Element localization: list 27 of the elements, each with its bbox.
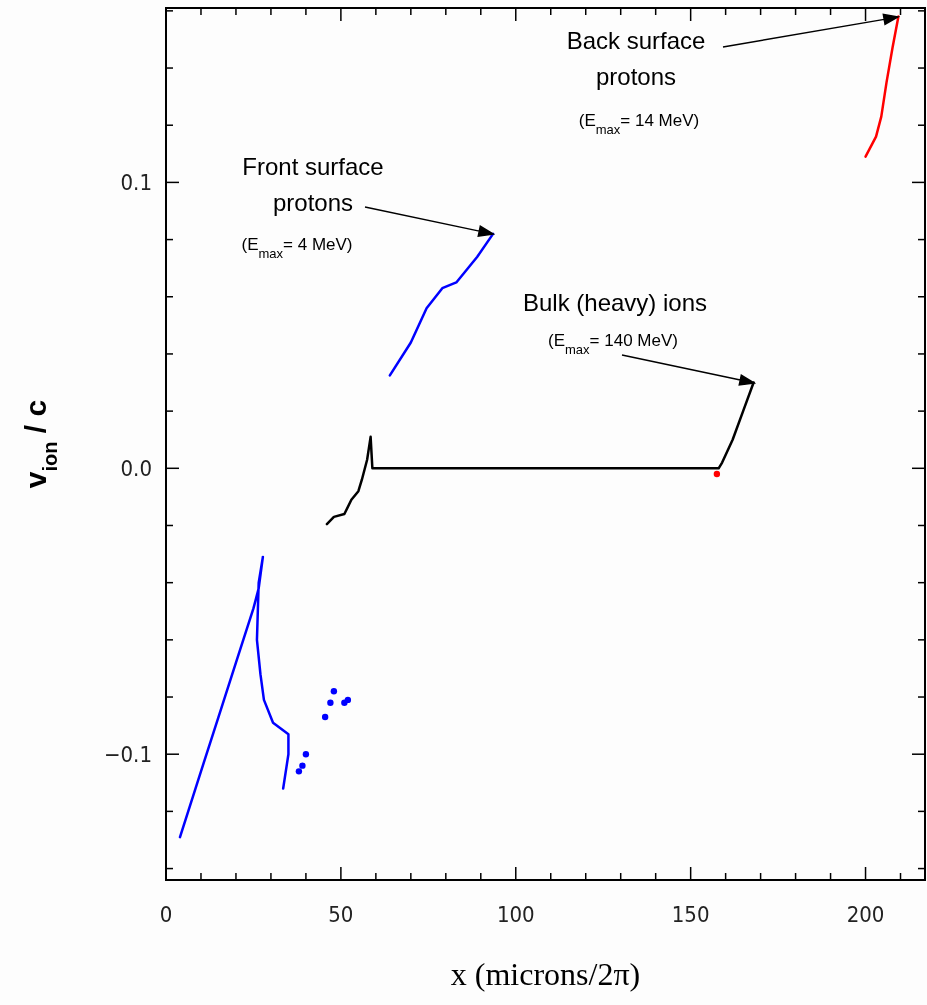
y-tick-label: −0.1 — [103, 742, 152, 768]
y-tick-label: 0.0 — [120, 456, 152, 482]
point — [299, 762, 306, 769]
point — [713, 470, 721, 478]
x-axis-title: x (microns/2π) — [450, 956, 641, 992]
y-tick-label: 0.1 — [120, 170, 152, 196]
x-tick-label: 0 — [159, 902, 173, 927]
annotation: Front surface protons — [242, 153, 384, 216]
point — [344, 696, 352, 704]
line-series — [388, 232, 495, 377]
line-series — [864, 15, 900, 158]
annotation: (E$_{max}$= 14 MeV) — [578, 111, 700, 137]
x-tick-label: 150 — [671, 902, 710, 927]
annotation: (E$_{max}$= 4 MeV) — [241, 235, 353, 261]
point — [327, 699, 334, 706]
annotation: Bulk (heavy) ions — [522, 289, 708, 316]
point — [330, 688, 338, 695]
line-series — [325, 381, 755, 526]
point — [321, 713, 329, 721]
annotation: (E$_{max}$= 140 MeV) — [548, 331, 678, 357]
line-series — [178, 555, 290, 839]
x-tick-label: 100 — [496, 902, 535, 927]
x-tick-label: 200 — [846, 902, 885, 927]
point — [295, 768, 303, 775]
annotation: Back surface protons — [566, 27, 706, 90]
x-tick-label: 50 — [328, 902, 354, 927]
point — [302, 751, 310, 758]
